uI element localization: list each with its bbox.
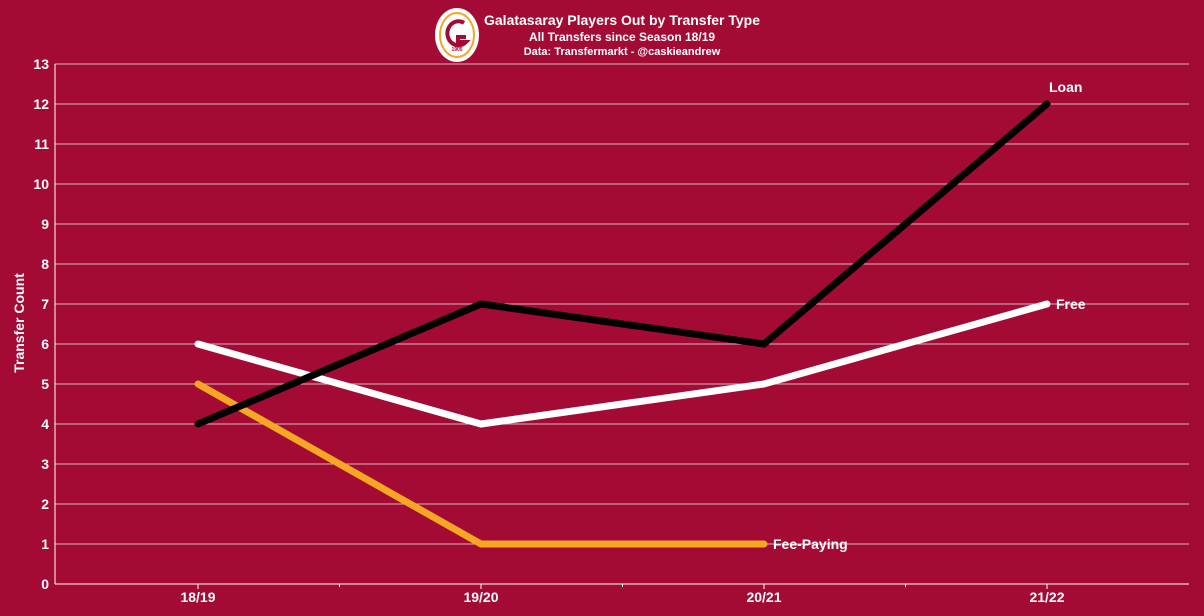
y-tick-label: 12 [33,96,49,112]
series-line-loan [194,100,1051,428]
chart-source: Data: Transfermarkt - @caskieandrew [524,46,721,58]
y-tick-label: 9 [41,216,49,232]
gridlines [55,63,1189,545]
logo-year: 1905 [451,47,462,53]
chart-title: Galatasaray Players Out by Transfer Type [484,12,760,28]
y-tick-label: 11 [34,136,49,152]
axes [54,64,1189,589]
y-tick-label: 8 [41,256,49,272]
series-lines [194,100,1051,548]
x-tick-label: 21/22 [1029,589,1064,605]
logo-ring-shape [439,12,475,58]
series-end-labels: Loan Free Fee-Paying [773,79,1086,552]
y-tick-label: 4 [41,416,49,432]
y-tick-label: 7 [41,296,49,312]
y-tick-label: 13 [33,56,49,72]
x-tick-label: 19/20 [463,589,498,605]
galatasaray-logo: 1905 [435,8,479,62]
x-tick-label: 20/21 [746,589,781,605]
series-label: Loan [1049,79,1082,95]
series-line-fee-paying [194,380,768,548]
y-tick-label: 5 [41,376,49,392]
y-axis-title: Transfer Count [11,273,27,373]
series-label: Fee-Paying [773,536,848,552]
y-tick-label: 1 [41,536,49,552]
y-tick-label: 2 [41,496,49,512]
y-tick-label: 10 [33,176,49,192]
y-tick-label: 3 [41,456,49,472]
chart-subtitle: All Transfers since Season 18/19 [529,30,715,44]
y-tick-label: 0 [41,576,49,592]
series-label: Free [1056,296,1086,312]
series-line-free [194,300,1051,428]
x-tick-label: 18/19 [180,589,215,605]
x-axis-tick-labels: 18/19 19/20 20/21 21/22 [180,589,1064,605]
logo-g-letter-shape [445,19,471,48]
chart-header: 1905 Galatasaray Players Out by Transfer… [435,8,760,62]
y-tick-label: 6 [41,336,49,352]
